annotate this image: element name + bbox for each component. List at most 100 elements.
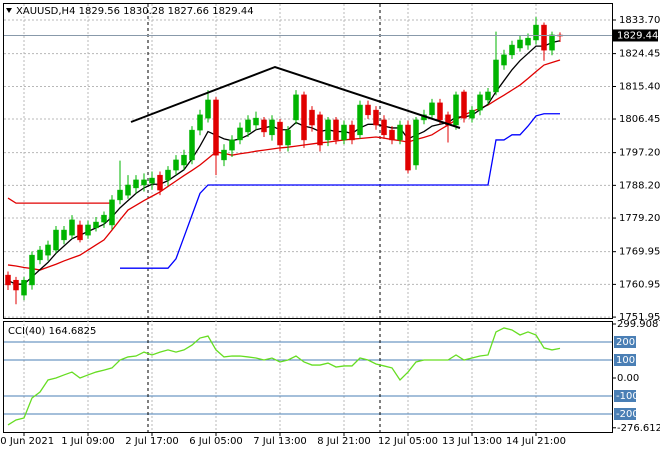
level-box [614,389,636,402]
candle-body [117,189,123,201]
y-tick-label: 1833.70 [619,15,660,26]
candle-body [29,254,35,286]
candle-body [245,119,251,133]
y-tick-label: 1824.45 [619,49,660,60]
candle-body [397,124,403,141]
candle-body [429,102,435,116]
level-label: -100 [616,391,639,402]
plot [5,17,563,426]
candle-body [221,149,227,161]
candle-body [157,174,163,191]
candle-body [293,94,299,121]
candle-body [493,59,499,93]
candle-body [317,114,323,146]
dropdown-icon [6,8,12,13]
candle-body [21,279,27,296]
y-tick-label: -276.6124 [617,423,660,434]
level-box [614,353,636,366]
candle-body [181,154,187,166]
candle-body [69,219,75,236]
candle-body [525,37,531,46]
candle-body [165,169,171,181]
candle-body [533,24,539,41]
candle-body [349,124,355,141]
y-tick-label: 1815.40 [619,81,660,92]
line-series [7,59,561,271]
x-tick-label: 6 Jul 05:00 [189,436,243,447]
candle-body [381,119,387,136]
current-price-label: 1829.44 [617,30,658,41]
candle-body [413,119,419,166]
candle-body [53,229,59,251]
candle-body [301,94,307,141]
line-series [7,327,561,426]
cci-frame [3,321,613,433]
y-tick-label: 1751.95 [619,312,660,323]
candle-body [13,279,19,291]
candle-body [125,184,131,196]
candle-body [437,102,443,121]
candle-body [365,104,371,116]
y-tick-label: 1760.95 [619,279,660,290]
candle-body [477,94,483,111]
main-frame [3,3,613,319]
candle-body [541,24,547,51]
candle-body [509,44,515,56]
level-box [614,407,636,420]
indicator-title: CCI(40) 164.6825 [8,326,96,337]
x-tick-label: 14 Jul 21:00 [506,436,566,447]
level-label: 200 [616,337,635,348]
line-series [120,113,560,269]
grid [4,4,612,432]
candle-body [101,214,107,223]
candle-body [549,34,555,51]
x-tick-label: 8 Jul 21:00 [317,436,371,447]
candle-body [277,121,283,146]
x-tick-label: 13 Jul 13:00 [442,436,502,447]
candle-body [357,104,363,136]
x-tick-label: 30 Jun 2021 [0,436,54,447]
candle-body [197,114,203,131]
current-price-box [613,29,658,42]
candle-body [37,249,43,261]
x-tick-label: 7 Jul 13:00 [253,436,307,447]
candle-body [253,117,259,126]
x-tick-label: 2 Jul 17:00 [125,436,179,447]
line-series [7,197,112,204]
level-label: 100 [616,355,635,366]
candle-body [173,159,179,171]
candle-body [77,224,83,241]
candle-body [261,119,267,133]
candle-body [389,129,395,141]
candle-body [149,177,155,184]
candle-body [405,124,411,171]
candle-body [61,229,67,241]
candle-body [237,127,243,141]
candle-body [461,91,467,119]
candle-body [485,91,491,101]
candle-body [325,119,331,141]
candle-body [5,274,11,286]
level-box [614,335,636,348]
candle-body [469,109,475,119]
trendline [130,65,461,129]
candle-body [341,124,347,141]
candle-body [189,129,195,161]
candle-body [205,99,211,119]
candle-body [133,179,139,189]
candle-body [501,54,507,66]
y-tick-label: 1779.20 [619,213,660,224]
candle-body [333,119,339,141]
candle-body [229,139,235,151]
candle-body [45,244,51,256]
candle-body [517,39,523,49]
y-tick-label: 1797.20 [619,148,660,159]
candle-body [109,199,115,226]
candle-body [213,99,219,156]
candle-body [141,179,147,186]
x-tick-label: 12 Jul 05:00 [378,436,438,447]
level-label: -200 [616,409,639,420]
y-tick-label: 1788.20 [619,180,660,191]
